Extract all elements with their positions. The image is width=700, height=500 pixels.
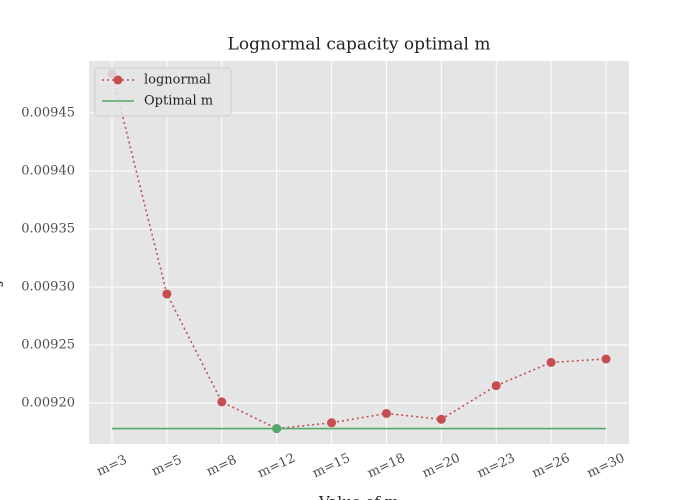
x-tick-label: m=30 [585,451,627,481]
x-tick-label: m=20 [420,451,462,481]
y-tick-label: 0.00945 [21,105,75,120]
x-tick-label: m=15 [310,451,352,481]
data-point [217,397,227,407]
data-point [327,418,337,428]
x-tick-label: m=12 [255,451,297,481]
data-point [162,289,172,299]
data-point [436,414,446,424]
plot-area [89,61,629,444]
data-point [491,381,501,391]
y-tick-label: 0.00930 [21,280,75,295]
x-tick-label: m=26 [530,451,572,481]
x-tick-label: m=5 [149,453,184,480]
legend: lognormal Optimal m [94,67,232,117]
data-point [601,354,611,364]
optimal-point [272,424,282,434]
y-tick-label: 0.00925 [21,338,75,353]
y-tick-label: 0.00940 [21,163,75,178]
legend-label: Optimal m [144,94,213,109]
x-tick-label: m=23 [475,451,517,481]
x-axis-label: Value of m [318,493,399,500]
y-tick-label: 0.00935 [21,222,75,237]
y-axis-label: Objective value [0,189,4,307]
x-tick-label: m=3 [95,453,130,480]
y-tick-label: 0.00920 [21,396,75,411]
chart-title: Lognormal capacity optimal m [228,35,491,55]
data-point [546,357,556,367]
x-tick-label: m=8 [204,453,239,480]
x-tick-label: m=18 [365,451,407,481]
legend-label: lognormal [144,73,211,88]
legend-marker [113,75,123,85]
data-point [381,408,391,418]
